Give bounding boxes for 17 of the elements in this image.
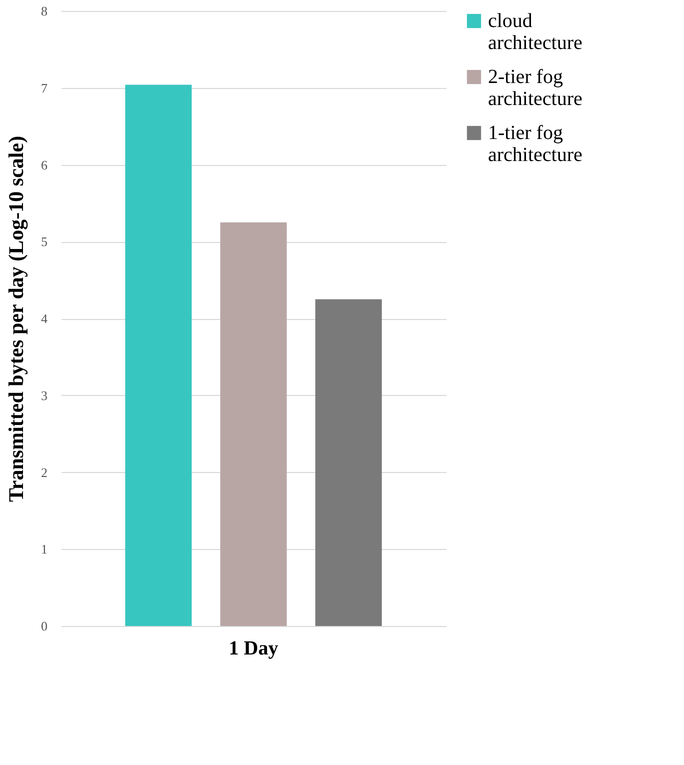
legend-label: 1-tier fog architecture bbox=[488, 122, 582, 166]
x-tick-label: 1 Day bbox=[228, 638, 278, 660]
bar bbox=[220, 222, 287, 626]
y-tick-label: 1 bbox=[41, 542, 48, 557]
y-tick-label: 5 bbox=[41, 234, 48, 250]
y-tick-label: 7 bbox=[41, 80, 48, 96]
legend-label: 2-tier fog architecture bbox=[488, 66, 582, 110]
y-tick-label: 3 bbox=[41, 388, 48, 403]
bar bbox=[315, 299, 382, 626]
bar bbox=[125, 84, 192, 626]
y-tick-label: 8 bbox=[41, 4, 48, 18]
y-axis-title: Transmitted bytes per day (Log-10 scale) bbox=[4, 136, 28, 502]
y-tick-label: 6 bbox=[41, 157, 48, 172]
legend-label: cloud architecture bbox=[488, 10, 582, 54]
y-tick-label: 4 bbox=[41, 311, 48, 326]
y-tick-label: 0 bbox=[41, 618, 48, 634]
y-tick-label: 2 bbox=[41, 464, 48, 480]
